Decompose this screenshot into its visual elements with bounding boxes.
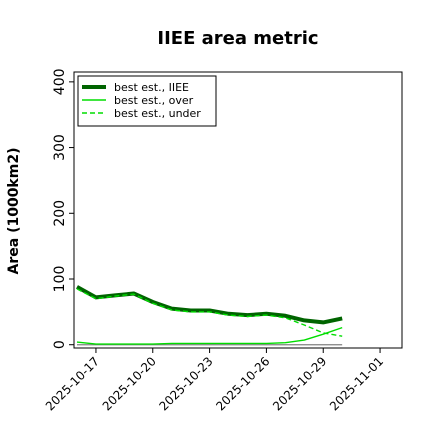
- x-tick-label: 2025-10-23: [156, 354, 215, 413]
- legend-box: [77, 75, 217, 127]
- chart-title: IIEE area metric: [157, 28, 318, 49]
- y-axis-label: Area (1000km2): [6, 148, 22, 275]
- legend-label-2: best est., over: [114, 94, 194, 107]
- series-layer: [76, 285, 343, 346]
- plot-area: [73, 71, 403, 349]
- x-tick-label: 2025-11-01: [327, 354, 386, 413]
- series-line-3: [76, 288, 343, 337]
- legend-label-1: best est., IIEE: [114, 81, 189, 94]
- legend-label-3: best est., under: [114, 107, 201, 120]
- x-axis-ticks: 2025-10-172025-10-202025-10-232025-10-26…: [43, 348, 386, 413]
- y-tick-label: 400: [52, 68, 68, 95]
- x-tick-label: 2025-10-20: [100, 354, 159, 413]
- x-tick-label: 2025-10-29: [270, 354, 329, 413]
- series-line-1: [76, 285, 343, 325]
- series-line-2: [76, 326, 343, 345]
- y-tick-label: 300: [52, 134, 68, 161]
- y-tick-label: 0: [52, 340, 68, 349]
- y-axis-ticks: 0 100 200 300 400: [52, 68, 74, 349]
- x-tick-label: 2025-10-26: [213, 354, 272, 413]
- x-tick-label: 2025-10-17: [43, 354, 102, 413]
- y-tick-label: 200: [52, 200, 68, 227]
- y-tick-label: 100: [52, 266, 68, 293]
